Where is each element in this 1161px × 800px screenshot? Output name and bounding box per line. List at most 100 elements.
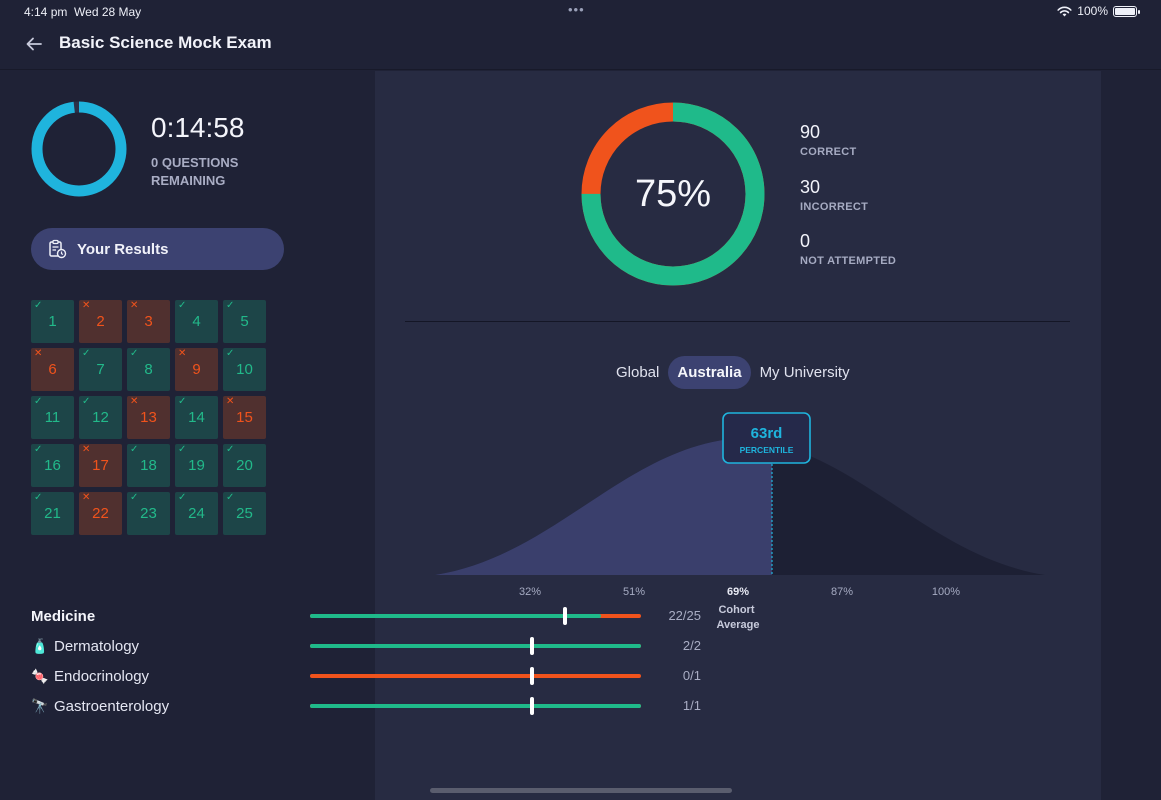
question-tile[interactable]: ✕ 2 [79, 300, 122, 343]
question-tile[interactable]: ✓ 25 [223, 492, 266, 535]
question-tile[interactable]: ✕ 3 [127, 300, 170, 343]
cohort-marker [529, 667, 534, 685]
question-tile[interactable]: ✓ 19 [175, 444, 218, 487]
topic-name: 🧴 Dermatology [31, 638, 139, 655]
back-arrow-icon[interactable] [22, 32, 46, 56]
question-number: 12 [92, 409, 109, 426]
question-tile[interactable]: ✓ 10 [223, 348, 266, 391]
question-tile[interactable]: ✕ 22 [79, 492, 122, 535]
question-tile[interactable]: ✕ 13 [127, 396, 170, 439]
topic-name: 🍬 Endocrinology [31, 668, 149, 685]
incorrect-count: 30 [800, 177, 821, 197]
percentile-label: PERCENTILE [740, 445, 794, 455]
question-number: 3 [144, 313, 153, 330]
question-number: 16 [44, 457, 61, 474]
checkmark-icon: ✓ [130, 348, 139, 359]
your-results-button[interactable]: Your Results [31, 228, 284, 270]
topic-icon: 🍬 [31, 668, 49, 684]
tab-global[interactable]: Global [616, 364, 660, 381]
page-title: Basic Science Mock Exam [59, 33, 272, 52]
battery-icon [1113, 5, 1140, 17]
question-tile[interactable]: ✕ 6 [31, 348, 74, 391]
incorrect-label: INCORRECT [800, 201, 869, 213]
question-tile[interactable]: ✓ 4 [175, 300, 218, 343]
question-tile[interactable]: ✓ 5 [223, 300, 266, 343]
correct-count: 90 [800, 122, 821, 142]
topic-score: 2/2 [682, 638, 701, 653]
checkmark-icon: ✓ [34, 444, 43, 455]
question-tile[interactable]: ✓ 1 [31, 300, 74, 343]
topic-label: Medicine [31, 608, 96, 625]
topic-score: 22/25 [668, 608, 701, 623]
question-tile[interactable]: ✓ 24 [175, 492, 218, 535]
distribution-curve-left [435, 438, 772, 575]
question-tile[interactable]: ✓ 20 [223, 444, 266, 487]
topic-score-bar [310, 607, 641, 625]
not-attempted-label: NOT ATTEMPTED [800, 255, 897, 267]
question-number: 4 [192, 313, 201, 330]
cross-icon: ✕ [130, 396, 139, 407]
topic-icon: 🧴 [31, 638, 49, 654]
topic-row[interactable]: 🔭 Gastroenterology 1/1 [31, 692, 701, 722]
percentile-callout: 63rd PERCENTILE [722, 412, 811, 464]
question-tile[interactable]: ✓ 11 [31, 396, 74, 439]
status-indicators: 100% [1057, 4, 1140, 18]
tick-label-87: 87% [831, 586, 853, 598]
question-number: 9 [192, 361, 201, 378]
checkmark-icon: ✓ [34, 396, 43, 407]
topic-score-bar [310, 697, 641, 715]
tick-label-51: 51% [623, 586, 645, 598]
topic-score-fill [310, 704, 641, 708]
tab-australia[interactable]: Australia [668, 356, 751, 389]
questions-remaining: 0 QUESTIONS REMAINING [151, 155, 239, 188]
topic-label: Endocrinology [54, 668, 150, 685]
your-results-label: Your Results [77, 240, 169, 258]
topic-score-bar [310, 667, 641, 685]
tab-my-university[interactable]: My University [759, 364, 850, 381]
topic-score-fill [310, 644, 641, 648]
question-tile[interactable]: ✓ 21 [31, 492, 74, 535]
question-tile[interactable]: ✓ 18 [127, 444, 170, 487]
tick-label-100: 100% [932, 586, 960, 598]
question-number: 14 [188, 409, 205, 426]
stat-incorrect: 30 INCORRECT [800, 177, 868, 213]
checkmark-icon: ✓ [226, 492, 235, 503]
status-time-text: 4:14 pm [24, 5, 68, 19]
question-tile[interactable]: ✓ 8 [127, 348, 170, 391]
question-tile[interactable]: ✓ 14 [175, 396, 218, 439]
question-number: 15 [236, 409, 253, 426]
not-attempted-count: 0 [800, 231, 811, 251]
question-tile[interactable]: ✓ 23 [127, 492, 170, 535]
score-percent: 75% [634, 172, 712, 215]
topic-row[interactable]: 🍬 Endocrinology 0/1 [31, 662, 701, 692]
home-indicator[interactable] [430, 788, 732, 793]
cohort-tabs: Global Australia My University [607, 356, 859, 389]
question-tile[interactable]: ✕ 17 [79, 444, 122, 487]
question-number: 25 [236, 505, 253, 522]
question-number: 17 [92, 457, 109, 474]
topic-row[interactable]: Medicine 22/25 [31, 602, 701, 632]
topic-icon: 🔭 [31, 698, 49, 714]
question-tile[interactable]: ✕ 15 [223, 396, 266, 439]
checkmark-icon: ✓ [34, 492, 43, 503]
question-tile[interactable]: ✕ 9 [175, 348, 218, 391]
topic-score-bar [310, 637, 641, 655]
topic-row[interactable]: 🧴 Dermatology 2/2 [31, 632, 701, 662]
multitask-dots[interactable]: ••• [568, 2, 585, 17]
question-number: 23 [140, 505, 157, 522]
question-tile[interactable]: ✓ 12 [79, 396, 122, 439]
timer-ring [31, 101, 127, 197]
cross-icon: ✕ [34, 348, 43, 359]
topic-breakdown: Medicine 22/25 🧴 Dermatology 2/2 🍬 Endocrinolo… [31, 602, 701, 722]
cohort-average-label: Cohort Average [716, 604, 759, 631]
question-tile[interactable]: ✓ 16 [31, 444, 74, 487]
status-time: 4:14 pm Wed 28 May [24, 5, 141, 19]
cross-icon: ✕ [178, 348, 187, 359]
question-number: 2 [96, 313, 105, 330]
question-number: 18 [140, 457, 157, 474]
question-tile[interactable]: ✓ 7 [79, 348, 122, 391]
topic-score-fill [310, 614, 602, 618]
score-donut [581, 102, 765, 286]
checkmark-icon: ✓ [178, 300, 187, 311]
tick-label-32: 32% [519, 586, 541, 598]
